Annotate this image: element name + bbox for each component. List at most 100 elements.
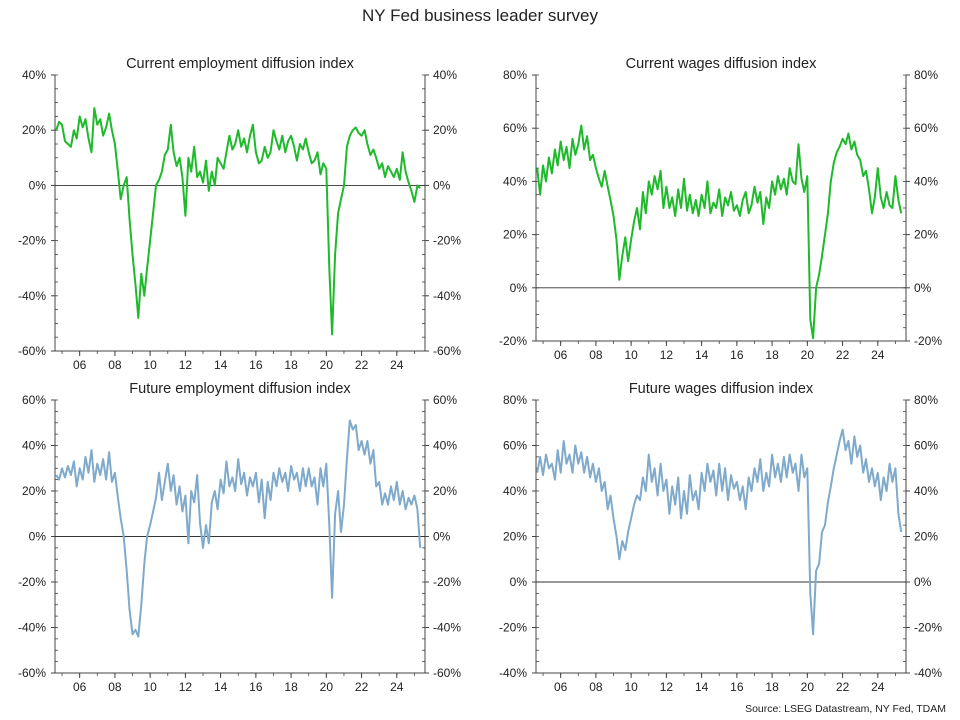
y-tick-label-left: 20% — [503, 228, 527, 242]
y-tick-label-left: 0% — [510, 575, 528, 589]
y-tick-label-left: -20% — [18, 234, 46, 248]
x-tick-label: 12 — [660, 680, 674, 694]
x-tick-label: 16 — [730, 348, 744, 362]
y-tick-label-left: 40% — [503, 484, 527, 498]
y-tick-label-right: 80% — [914, 393, 938, 407]
y-tick-label-right: 40% — [433, 439, 457, 453]
x-tick-label: 08 — [108, 358, 122, 372]
x-tick-label: 14 — [214, 358, 228, 372]
x-tick-label: 18 — [765, 348, 779, 362]
y-tick-label-right: 40% — [914, 484, 938, 498]
y-tick-label-left: 80% — [503, 393, 527, 407]
series-line — [536, 428, 903, 636]
y-tick-label-left: -60% — [18, 666, 46, 680]
x-tick-label: 24 — [390, 358, 404, 372]
x-tick-label: 24 — [871, 348, 885, 362]
y-tick-label-left: -20% — [499, 334, 527, 348]
y-tick-label-right: 40% — [433, 68, 457, 82]
panel-current-wages: Current wages diffusion index -20% -20% 0% 0… — [499, 56, 942, 362]
panel-future-wages: Future wages diffusion index -40% -40% -20%… — [499, 381, 942, 694]
y-tick-label-right: -40% — [914, 666, 942, 680]
y-tick-label-right: -20% — [433, 234, 461, 248]
y-tick-label-left: 0% — [510, 281, 528, 295]
y-tick-label-left: 60% — [22, 393, 46, 407]
y-tick-label-left: 20% — [22, 484, 46, 498]
y-tick-label-right: 20% — [433, 484, 457, 498]
y-tick-label-left: -40% — [499, 666, 527, 680]
y-tick-label-right: -20% — [433, 575, 461, 589]
y-tick-label-left: 60% — [503, 439, 527, 453]
y-tick-label-right: -60% — [433, 344, 461, 358]
x-tick-label: 16 — [249, 358, 263, 372]
y-tick-label-left: 0% — [29, 178, 47, 192]
x-tick-label: 14 — [695, 348, 709, 362]
panel-title: Future wages diffusion index — [629, 381, 814, 397]
y-tick-label-right: 0% — [914, 575, 932, 589]
y-tick-label-right: -40% — [433, 621, 461, 635]
x-tick-label: 14 — [695, 680, 709, 694]
x-tick-label: 10 — [143, 680, 157, 694]
y-tick-label-right: 0% — [433, 178, 451, 192]
panel-current-employment: Current employment diffusion index -60% -6… — [18, 56, 461, 372]
x-tick-label: 06 — [554, 348, 568, 362]
y-tick-label-left: -40% — [18, 621, 46, 635]
y-tick-label-left: 20% — [22, 123, 46, 137]
x-tick-label: 08 — [589, 348, 603, 362]
series-line — [55, 419, 422, 638]
page-title: NY Fed business leader survey — [362, 6, 598, 25]
y-tick-label-left: 40% — [22, 68, 46, 82]
y-tick-label-right: 20% — [914, 530, 938, 544]
panel-future-employment: Future employment diffusion index -60% -60… — [18, 381, 461, 694]
x-tick-label: 06 — [73, 680, 87, 694]
y-tick-label-right: 20% — [433, 123, 457, 137]
x-tick-label: 12 — [179, 680, 193, 694]
x-tick-label: 18 — [765, 680, 779, 694]
y-tick-label-left: -60% — [18, 344, 46, 358]
x-tick-label: 10 — [624, 348, 638, 362]
x-tick-label: 16 — [249, 680, 263, 694]
x-tick-label: 22 — [836, 680, 850, 694]
y-tick-label-left: -20% — [18, 575, 46, 589]
y-tick-label-left: 80% — [503, 68, 527, 82]
y-tick-label-left: 60% — [503, 121, 527, 135]
x-tick-label: 08 — [108, 680, 122, 694]
x-tick-label: 12 — [660, 348, 674, 362]
y-tick-label-right: 20% — [914, 228, 938, 242]
y-tick-label-right: 60% — [914, 121, 938, 135]
x-tick-label: 24 — [390, 680, 404, 694]
x-tick-label: 22 — [355, 680, 369, 694]
x-tick-label: 14 — [214, 680, 228, 694]
x-tick-label: 12 — [179, 358, 193, 372]
x-tick-label: 10 — [624, 680, 638, 694]
y-tick-label-right: -60% — [433, 666, 461, 680]
y-tick-label-right: -20% — [914, 334, 942, 348]
y-tick-label-left: 40% — [503, 174, 527, 188]
panel-title: Current wages diffusion index — [626, 56, 818, 72]
panel-title: Current employment diffusion index — [126, 56, 355, 72]
x-tick-label: 10 — [143, 358, 157, 372]
y-tick-label-left: 0% — [29, 530, 47, 544]
x-tick-label: 06 — [554, 680, 568, 694]
y-tick-label-right: 80% — [914, 68, 938, 82]
y-tick-label-right: 0% — [433, 530, 451, 544]
x-tick-label: 22 — [355, 358, 369, 372]
y-tick-label-left: 40% — [22, 439, 46, 453]
y-tick-label-left: 20% — [503, 530, 527, 544]
y-tick-label-left: -40% — [18, 289, 46, 303]
y-tick-label-right: 60% — [433, 393, 457, 407]
y-tick-label-right: -40% — [433, 289, 461, 303]
x-tick-label: 20 — [801, 348, 815, 362]
x-tick-label: 20 — [320, 358, 334, 372]
x-tick-label: 08 — [589, 680, 603, 694]
y-tick-label-right: 0% — [914, 281, 932, 295]
x-tick-label: 24 — [871, 680, 885, 694]
x-tick-label: 20 — [320, 680, 334, 694]
series-line — [536, 124, 903, 340]
x-tick-label: 18 — [284, 358, 298, 372]
source-note: Source: LSEG Datastream, NY Fed, TDAM — [745, 703, 946, 715]
y-tick-label-right: 40% — [914, 174, 938, 188]
y-tick-label-right: -20% — [914, 621, 942, 635]
panel-title: Future employment diffusion index — [129, 381, 351, 397]
y-tick-label-left: -20% — [499, 621, 527, 635]
